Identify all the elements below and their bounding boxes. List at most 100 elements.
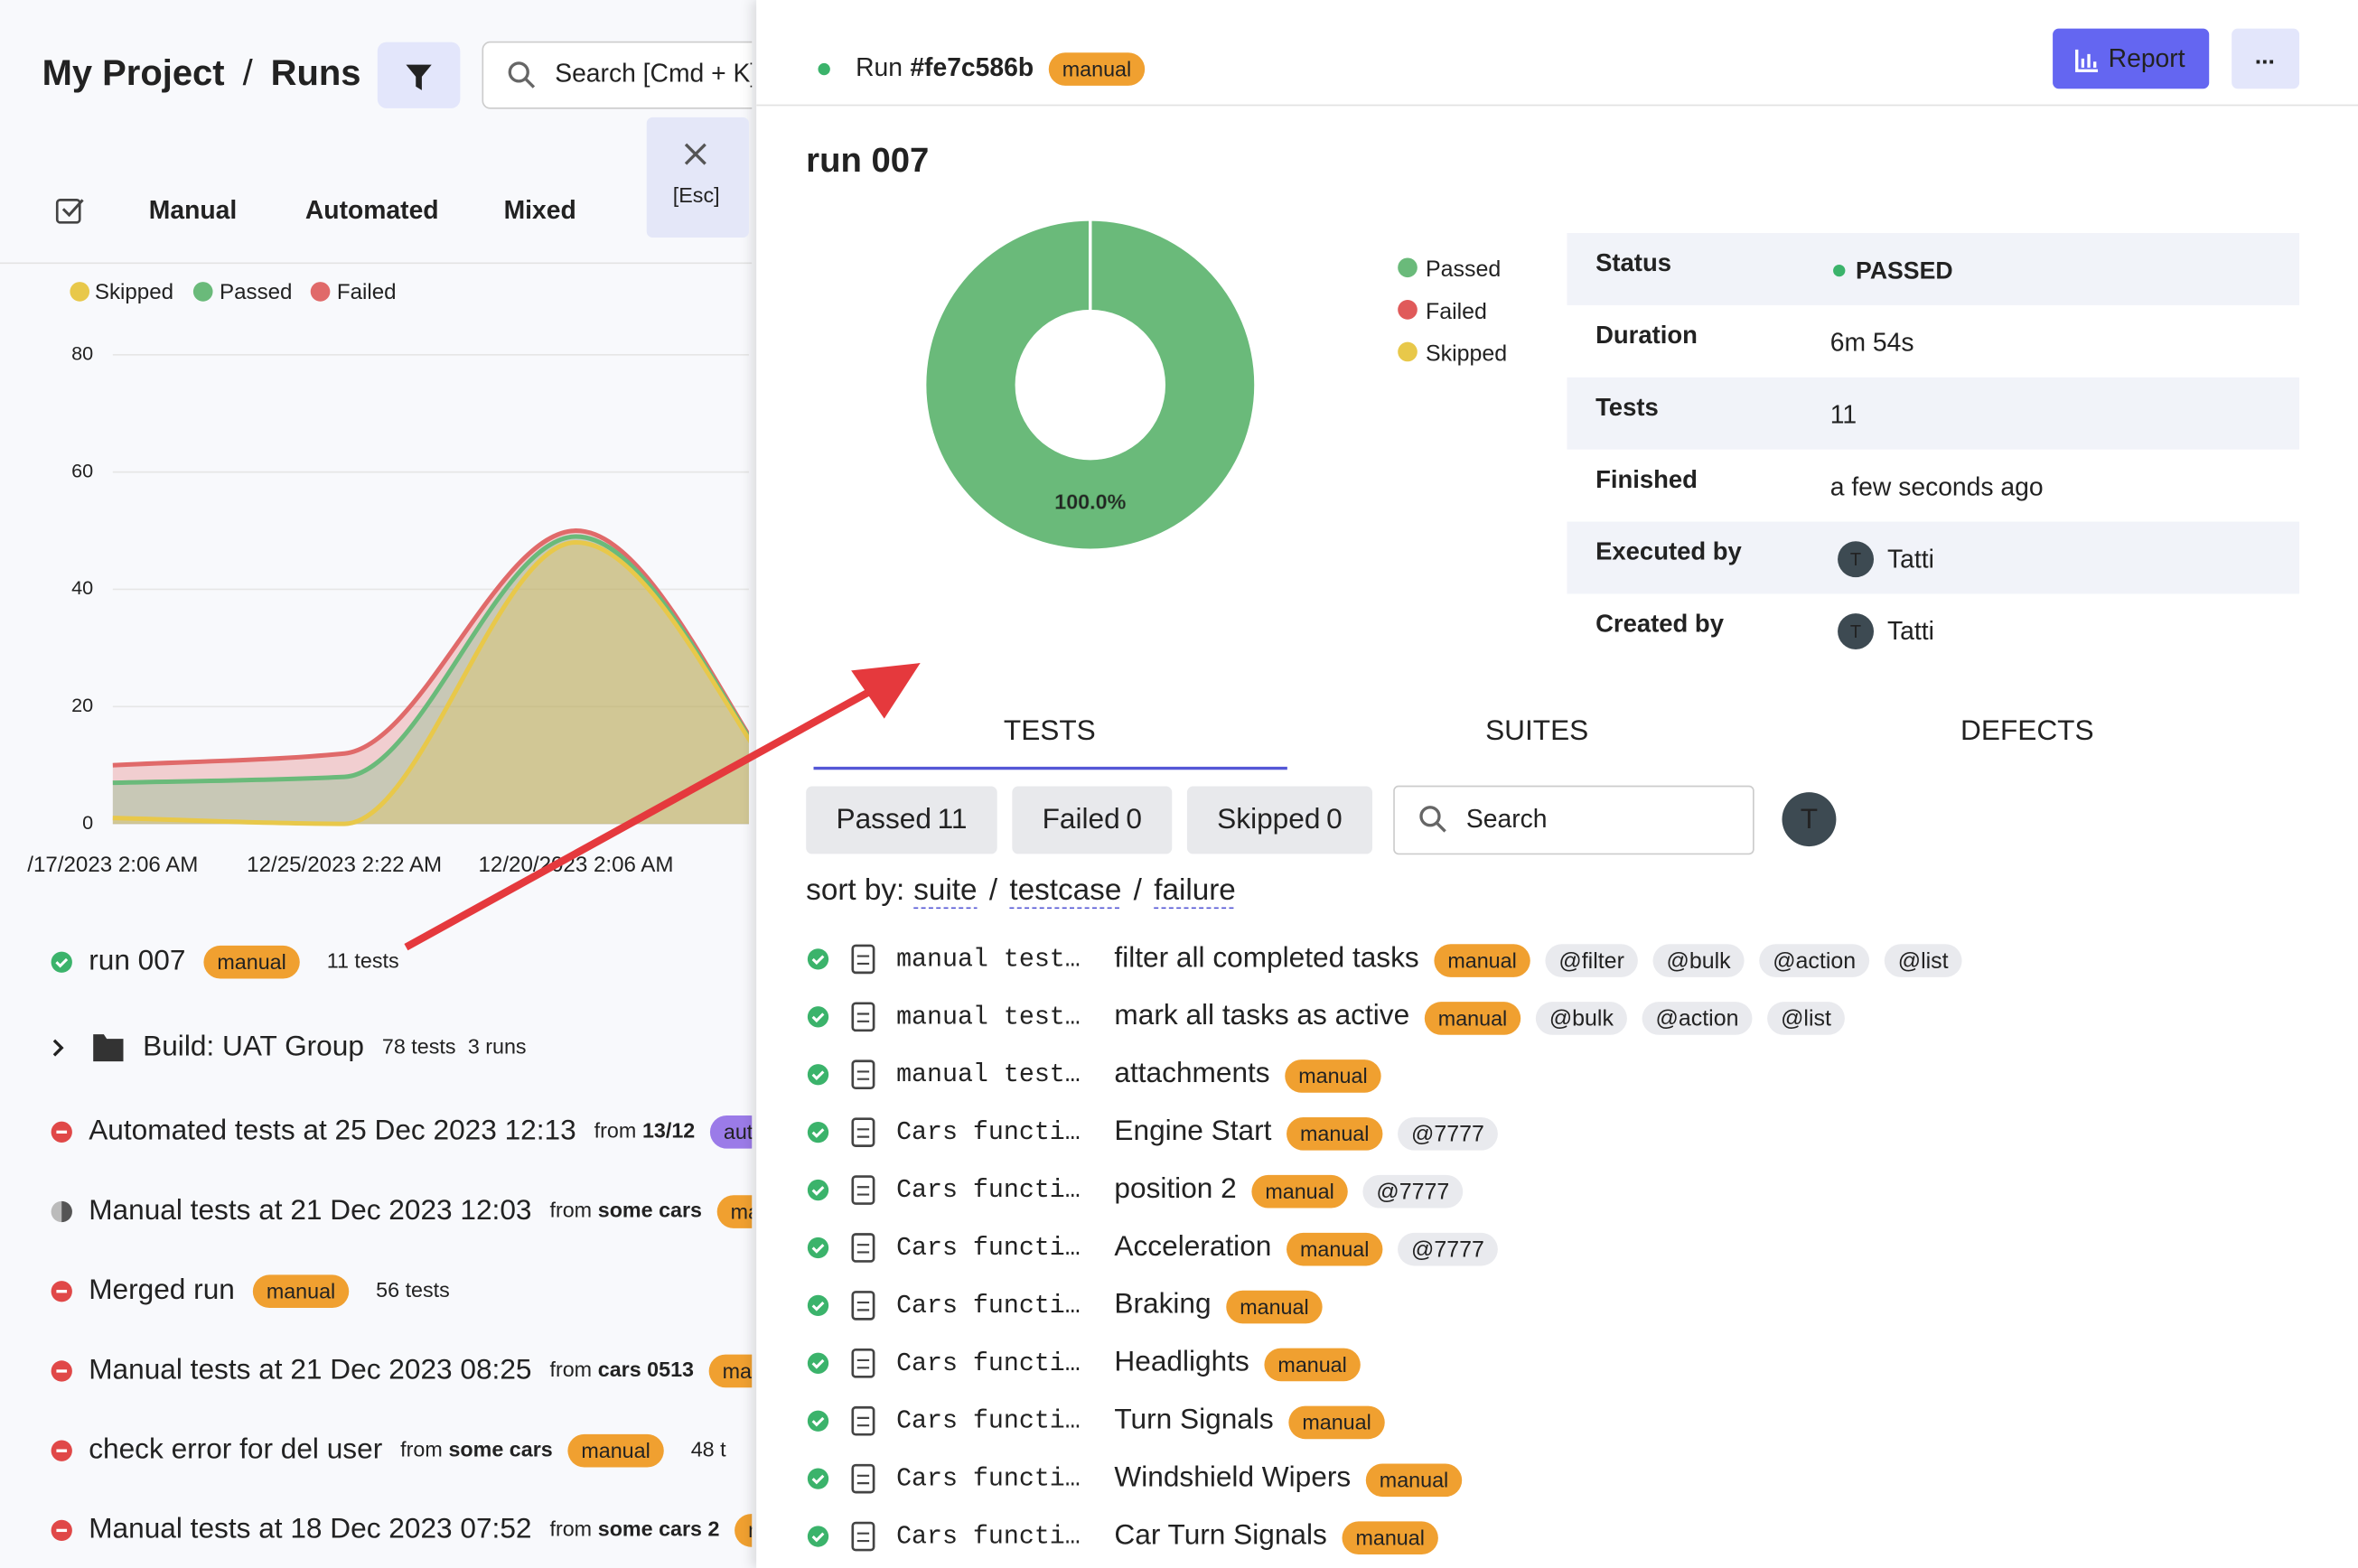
avatar[interactable] (1782, 792, 1837, 847)
detail-tab[interactable]: TESTS (1004, 714, 1096, 746)
search-box[interactable] (482, 41, 783, 109)
run-row[interactable]: Build: UAT Group 78 tests 3 runs (52, 1029, 527, 1061)
detail-tab[interactable]: SUITES (1485, 714, 1588, 746)
y-tick-label: 20 (71, 694, 93, 716)
test-suite: manual test… (896, 1060, 1081, 1089)
filter-chip[interactable]: Failed 0 (1012, 786, 1173, 854)
tag: @action (1773, 948, 1856, 974)
run-row[interactable]: Merged run manual 56 tests (51, 1273, 450, 1309)
case-icon (851, 1348, 875, 1378)
legend-marker (1398, 341, 1418, 362)
test-row[interactable]: Cars functi… Engine Start manual @7777 (807, 1114, 1498, 1151)
test-title: Car Turn Signals (1114, 1517, 1326, 1550)
run-type-tab[interactable]: Automated (305, 195, 439, 224)
avatar (1838, 541, 1875, 578)
filter-chip[interactable]: Skipped 0 (1186, 786, 1372, 854)
status-icon (807, 948, 829, 970)
legend-marker (310, 282, 331, 302)
test-row[interactable]: manual test… attachments manual (807, 1056, 1381, 1093)
run-title: Merged run (89, 1273, 235, 1305)
legend-label: Failed (337, 280, 397, 304)
test-row[interactable]: manual test… mark all tasks as active manu… (807, 998, 1845, 1035)
test-suite: manual test… (896, 1003, 1081, 1031)
report-button[interactable] (2053, 28, 2210, 89)
run-row[interactable]: Automated tests at 25 Dec 2023 12:13 from… (51, 1114, 767, 1149)
sort-link[interactable]: failure (1154, 873, 1236, 907)
close-button[interactable] (646, 117, 749, 238)
badge: @action (1759, 944, 1870, 977)
test-suite: Cars functi… (896, 1465, 1081, 1494)
page-name: Runs (271, 53, 361, 93)
badge-bg (1642, 1002, 1753, 1035)
badge-bg (252, 1274, 350, 1309)
badge-bg (567, 1433, 664, 1468)
badge: mar (716, 1195, 767, 1228)
test-suite: Cars functi… (896, 1118, 1081, 1147)
sort-link[interactable]: suite (913, 873, 977, 907)
test-row[interactable]: manual test… filter all completed tasks ma… (807, 940, 1962, 977)
test-row[interactable]: Cars functi… position 2 manual @7777 (807, 1171, 1464, 1209)
test-row[interactable]: Cars functi… Turn Signals manual (807, 1403, 1385, 1440)
badge-label: manual (1438, 1006, 1507, 1030)
more-button[interactable] (2232, 28, 2300, 89)
badge-bg (1535, 1002, 1627, 1035)
run-row[interactable]: Manual tests at 18 Dec 2023 07:52 from som… (51, 1512, 780, 1547)
legend-marker (1398, 257, 1418, 278)
run-id: #fe7c586b (910, 52, 1034, 81)
runs-panel: My Project / Runs Search [Cmd + K] Manual Aut… (0, 41, 783, 1547)
run-row[interactable]: Manual tests at 21 Dec 2023 12:03 from som… (51, 1193, 781, 1228)
run-source: 13/12 (642, 1118, 695, 1142)
badge-label: manual (1277, 1353, 1346, 1377)
search-icon (1435, 821, 1446, 833)
run-row[interactable]: check error for del user from some cars man… (51, 1433, 727, 1468)
filter-chip[interactable]: Passed 11 (806, 786, 997, 854)
check (811, 1302, 825, 1311)
test-row[interactable]: Cars functi… Braking manual (807, 1287, 1323, 1324)
run-meta: 78 tests (382, 1034, 456, 1058)
badge: manual (1264, 1348, 1361, 1382)
case-icon (851, 1059, 875, 1090)
sort-separator: / (989, 873, 998, 907)
chip-bg (1012, 786, 1173, 854)
run-type-tab[interactable]: Mixed (504, 195, 576, 224)
test-row[interactable]: Cars functi… Windshield Wipers manual (807, 1460, 1463, 1498)
detail-value: Tatti (1887, 616, 1934, 645)
run-type-tab[interactable]: Manual (149, 195, 237, 224)
badge-label: mar (731, 1199, 767, 1223)
legend-marker (1398, 300, 1418, 320)
report-icon (2075, 49, 2099, 72)
badge-bg (1767, 1002, 1845, 1035)
run-label: Run (856, 52, 903, 81)
run-row[interactable]: run 007 manual 11 tests (51, 944, 399, 979)
y-tick-label: 40 (71, 576, 93, 599)
case-icon (856, 1532, 870, 1543)
run-source: cars 0513 (598, 1358, 694, 1381)
detail-tab[interactable]: DEFECTS (1960, 714, 2094, 746)
x-tick-label: 12/25/2023 2:22 AM (247, 853, 442, 877)
run-title: Build: UAT Group (143, 1029, 364, 1061)
plot-area (112, 528, 749, 826)
sort-link[interactable]: testcase (1009, 873, 1121, 907)
donut-slice (926, 220, 1255, 549)
badge-bg (1759, 944, 1870, 977)
badge-label: manual (1447, 948, 1516, 972)
badge-bg (1434, 944, 1530, 977)
test-row[interactable]: Cars functi… Car Turn Signals manual (807, 1517, 1438, 1555)
badge: manual (1285, 1059, 1381, 1093)
run-row[interactable]: Manual tests at 21 Dec 2023 08:25 from car… (51, 1352, 777, 1388)
status-icon (807, 1121, 829, 1143)
y-tick-label: 60 (71, 459, 93, 481)
badge: @7777 (1398, 1232, 1498, 1266)
test-search[interactable] (1393, 785, 1754, 855)
run-title: run 007 (89, 944, 185, 976)
test-row[interactable]: Cars functi… Headlights manual (807, 1345, 1361, 1382)
project-name[interactable]: My Project (42, 53, 225, 93)
run-title: Manual tests at 21 Dec 2023 12:03 (89, 1193, 531, 1226)
arrow-head (851, 663, 921, 719)
badge-bg (1652, 944, 1745, 977)
check (811, 1128, 825, 1138)
test-row[interactable]: Cars functi… Acceleration manual @7777 (807, 1229, 1498, 1266)
y-tick-label: 0 (82, 811, 93, 834)
status-icon (807, 1179, 829, 1201)
